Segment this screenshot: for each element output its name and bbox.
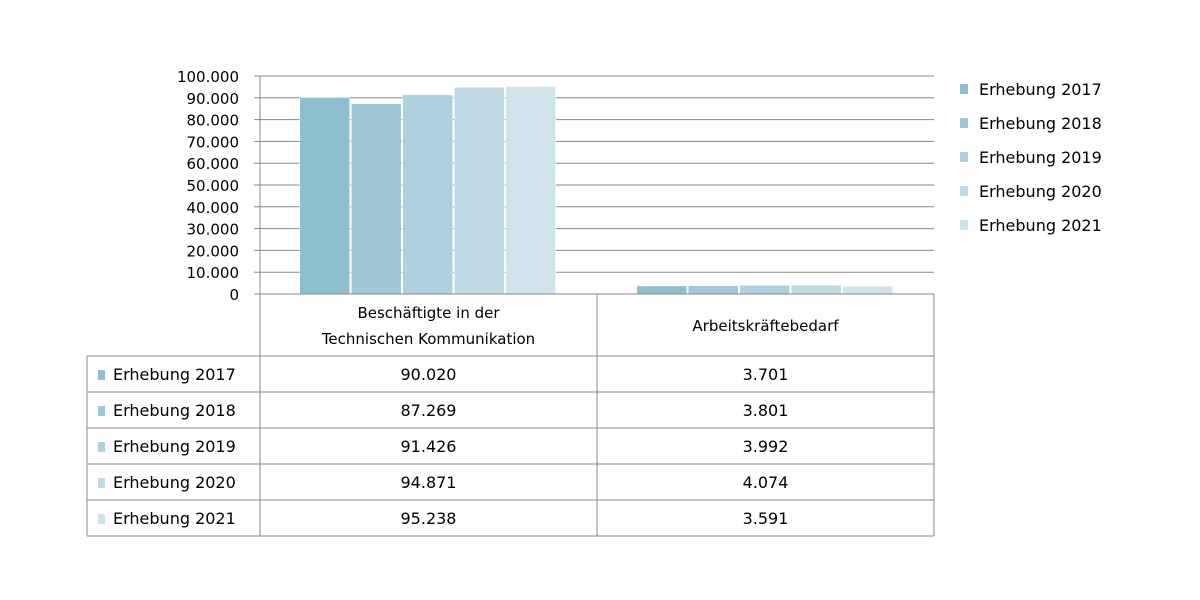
y-tick-label: 40.000 bbox=[187, 199, 240, 217]
y-tick-label: 60.000 bbox=[187, 155, 240, 173]
data-label: 3.801 bbox=[743, 401, 789, 420]
bar bbox=[505, 86, 556, 295]
y-tick-label: 0 bbox=[229, 286, 239, 304]
data-label: 87.269 bbox=[401, 401, 457, 420]
legend-swatch bbox=[960, 152, 968, 162]
y-tick-label: 50.000 bbox=[187, 177, 240, 195]
legend-key bbox=[98, 514, 105, 524]
series-label: Erhebung 2019 bbox=[113, 437, 236, 456]
series-label: Erhebung 2018 bbox=[113, 401, 236, 420]
bar bbox=[402, 94, 453, 295]
bar bbox=[739, 285, 790, 295]
legend-swatch bbox=[960, 220, 968, 230]
y-tick-label: 70.000 bbox=[187, 133, 240, 151]
bar bbox=[351, 103, 402, 295]
category-label: Beschäftigte in der bbox=[357, 304, 500, 322]
legend-swatch bbox=[960, 118, 968, 128]
y-tick-label: 100.000 bbox=[177, 68, 239, 86]
series-label: Erhebung 2021 bbox=[113, 509, 236, 528]
data-label: 3.992 bbox=[743, 437, 789, 456]
y-tick-label: 10.000 bbox=[187, 264, 240, 282]
y-tick-label: 30.000 bbox=[187, 221, 240, 239]
legend-key bbox=[98, 442, 105, 452]
series-label: Erhebung 2020 bbox=[113, 473, 236, 492]
legend-swatch bbox=[960, 84, 968, 94]
legend-swatch bbox=[960, 186, 968, 196]
legend-label: Erhebung 2017 bbox=[979, 80, 1102, 99]
category-label: Technischen Kommunikation bbox=[321, 330, 535, 348]
bar bbox=[842, 285, 893, 295]
legend-label: Erhebung 2020 bbox=[979, 182, 1102, 201]
y-tick-label: 80.000 bbox=[187, 112, 240, 130]
series-label: Erhebung 2017 bbox=[113, 365, 236, 384]
y-tick-label: 20.000 bbox=[187, 242, 240, 260]
data-label: 91.426 bbox=[401, 437, 457, 456]
data-label: 3.591 bbox=[743, 509, 789, 528]
legend-label: Erhebung 2021 bbox=[979, 216, 1102, 235]
legend-key bbox=[98, 370, 105, 380]
legend-key bbox=[98, 406, 105, 416]
bar bbox=[636, 285, 687, 295]
bar bbox=[454, 86, 505, 295]
category-label: Arbeitskräftebedarf bbox=[692, 317, 839, 335]
bar bbox=[791, 284, 842, 295]
bar bbox=[688, 285, 739, 295]
legend-key bbox=[98, 478, 105, 488]
data-label: 90.020 bbox=[401, 365, 457, 384]
bar bbox=[299, 97, 350, 295]
data-label: 94.871 bbox=[401, 473, 457, 492]
y-tick-label: 90.000 bbox=[187, 90, 240, 108]
data-label: 95.238 bbox=[401, 509, 457, 528]
legend-label: Erhebung 2018 bbox=[979, 114, 1102, 133]
data-label: 3.701 bbox=[743, 365, 789, 384]
data-label: 4.074 bbox=[743, 473, 789, 492]
legend-label: Erhebung 2019 bbox=[979, 148, 1102, 167]
